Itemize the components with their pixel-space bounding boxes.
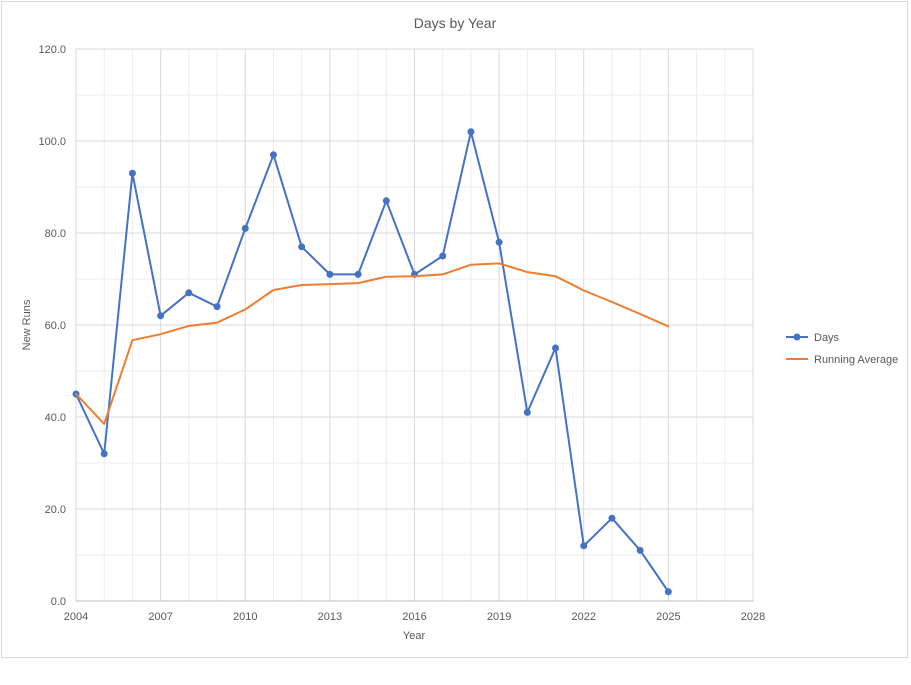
- x-tick-label: 2013: [318, 611, 342, 623]
- data-point-days: [298, 243, 306, 251]
- data-point-days: [467, 128, 475, 136]
- major-gridlines: [75, 48, 754, 602]
- x-tick-label: 2004: [64, 611, 88, 623]
- chart-title: Days by Year: [414, 15, 497, 31]
- y-tick-label: 20.0: [45, 504, 66, 516]
- data-point-days: [128, 169, 136, 177]
- y-tick-label: 120.0: [38, 44, 66, 56]
- legend-item-running-average: Running Average: [786, 354, 898, 366]
- legend-days-label: Days: [814, 332, 840, 344]
- x-tick-label: 2010: [233, 611, 257, 623]
- data-point-days: [354, 270, 362, 278]
- data-point-days: [580, 542, 588, 550]
- legend: Days Running Average: [786, 332, 898, 366]
- legend-running-average-label: Running Average: [814, 354, 898, 366]
- series-lines: [72, 128, 672, 596]
- data-point-days: [439, 252, 447, 260]
- chart-frame: [1, 1, 908, 658]
- y-tick-label: 60.0: [45, 320, 66, 332]
- data-point-days: [326, 270, 334, 278]
- y-axis: 0.0 20.0 40.0 60.0 80.0 100.0 120.0: [38, 44, 66, 608]
- y-tick-label: 80.0: [45, 228, 66, 240]
- data-point-days: [269, 151, 277, 159]
- data-point-days: [241, 224, 249, 232]
- y-tick-label: 0.0: [51, 596, 66, 608]
- data-point-days: [664, 588, 672, 596]
- series-line-running-average: [75, 262, 670, 425]
- data-point-days: [523, 408, 531, 416]
- x-tick-label: 2016: [402, 611, 426, 623]
- data-point-days: [100, 450, 108, 458]
- data-point-days: [213, 303, 221, 311]
- data-point-days: [495, 238, 503, 246]
- y-tick-label: 40.0: [45, 412, 66, 424]
- data-point-days: [552, 344, 560, 352]
- y-tick-label: 100.0: [38, 136, 66, 148]
- series-line-days: [75, 130, 670, 593]
- x-tick-label: 2022: [572, 611, 596, 623]
- data-point-days: [382, 197, 390, 205]
- x-tick-label: 2007: [148, 611, 172, 623]
- legend-days-swatch-marker: [793, 333, 801, 341]
- x-tick-label: 2028: [741, 611, 765, 623]
- x-tick-label: 2025: [656, 611, 680, 623]
- data-point-days: [185, 289, 193, 297]
- x-axis-title: Year: [403, 630, 426, 642]
- legend-item-days: Days: [786, 332, 840, 344]
- x-axis: 2004 2007 2010 2013 2016 2019 2022 2025 2028: [64, 600, 765, 623]
- data-point-days: [608, 514, 616, 522]
- y-axis-title: New Runs: [21, 299, 33, 350]
- data-point-days: [636, 546, 644, 554]
- x-tick-label: 2019: [487, 611, 511, 623]
- data-point-days: [157, 312, 165, 320]
